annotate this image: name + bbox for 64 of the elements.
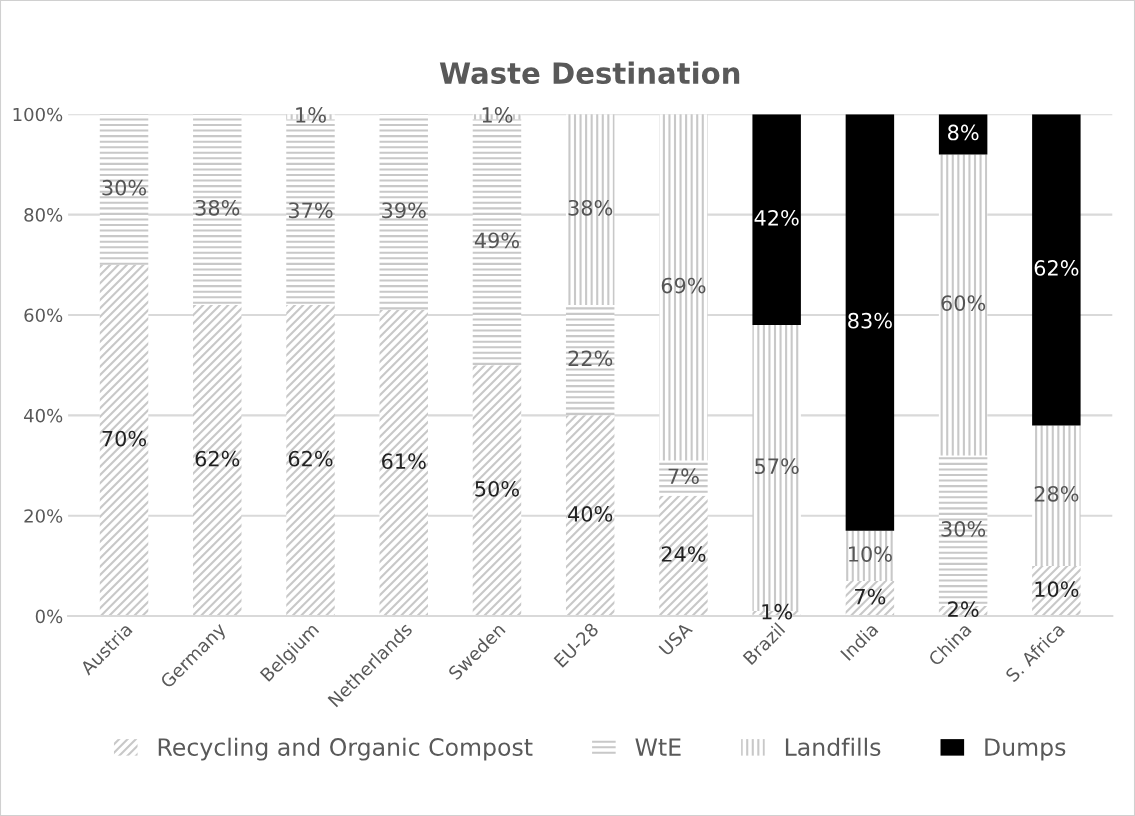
bar — [379, 114, 428, 310]
data-label: 49% — [474, 232, 519, 249]
y-tick-label: 100% — [13, 107, 63, 122]
data-label: 62% — [1034, 260, 1079, 276]
bar — [1032, 565, 1081, 617]
data-label: 10% — [849, 546, 892, 562]
y-tick-label: 0% — [35, 609, 63, 624]
bar — [379, 309, 428, 617]
y-tick-label: 80% — [24, 208, 63, 222]
data-label: 37% — [288, 202, 333, 219]
data-label: 1% — [482, 107, 513, 123]
data-label: 28% — [1034, 485, 1079, 502]
data-label: 7% — [855, 588, 886, 605]
legend-label: Dumps — [985, 738, 1066, 761]
data-label: 57% — [755, 458, 799, 475]
bar — [565, 114, 615, 305]
data-label: 2% — [948, 601, 979, 618]
bar — [565, 415, 615, 617]
y-tick-label: 60% — [24, 308, 63, 323]
y-tick-label: 40% — [23, 408, 63, 423]
bar — [286, 304, 335, 617]
data-label: 38% — [568, 199, 613, 216]
bar — [659, 460, 708, 496]
bar — [1032, 114, 1081, 426]
data-label: 38% — [195, 199, 240, 216]
bar — [193, 304, 242, 617]
bar — [938, 154, 988, 456]
bar — [99, 114, 149, 265]
bar — [845, 114, 895, 531]
data-label: 8% — [948, 124, 979, 141]
x-tick-label: USA — [658, 621, 694, 657]
data-label: 70% — [102, 430, 147, 447]
bar — [659, 114, 708, 461]
bar — [752, 114, 801, 326]
data-label: 7% — [668, 468, 699, 485]
legend-label: Recycling and Organic Compost — [158, 737, 533, 761]
data-label: 22% — [568, 350, 613, 367]
data-label: 1% — [762, 603, 793, 620]
data-label: 10% — [1035, 581, 1079, 598]
bar — [472, 365, 522, 617]
bar — [565, 304, 615, 416]
data-label: 60% — [941, 295, 986, 311]
data-label: 83% — [848, 312, 892, 329]
chart-title: Waste Destination — [439, 61, 740, 85]
legend-label: Landfills — [785, 737, 881, 756]
bar — [1032, 425, 1081, 566]
data-label: 40% — [568, 506, 613, 522]
data-label: 42% — [754, 209, 799, 226]
data-label: 62% — [195, 450, 240, 467]
bar — [99, 264, 149, 617]
data-label: 62% — [288, 450, 333, 467]
bar — [193, 114, 242, 305]
data-label: 69% — [661, 277, 706, 294]
bar — [845, 530, 895, 581]
data-label: 30% — [102, 179, 147, 196]
y-tick-label: 20% — [24, 509, 63, 523]
data-label: 30% — [941, 521, 986, 537]
data-label: 24% — [661, 546, 706, 562]
data-label: 1% — [296, 107, 326, 123]
data-label: 61% — [382, 453, 426, 470]
bar — [659, 495, 708, 617]
legend-label: WtE — [635, 738, 681, 756]
data-label: 39% — [382, 202, 426, 219]
data-label: 50% — [475, 480, 519, 497]
